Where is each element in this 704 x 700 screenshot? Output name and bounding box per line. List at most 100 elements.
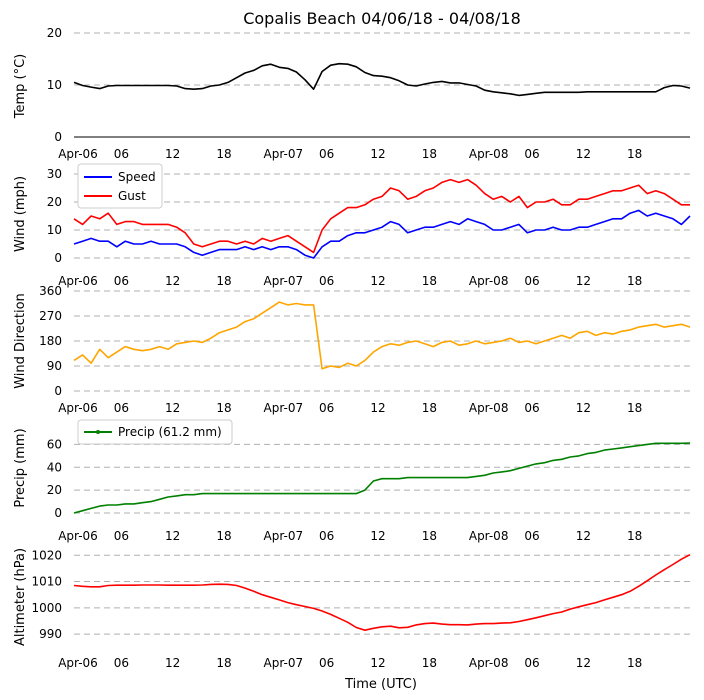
temp-x-tick-label: 06 — [114, 147, 129, 161]
temp-x-tick-label: Apr-07 — [264, 147, 304, 161]
wind-x-tick-label: 12 — [370, 274, 385, 288]
altimeter-x-tick-label: 06 — [524, 656, 539, 670]
wind-x-tick-label: Apr-08 — [469, 274, 509, 288]
altimeter-x-tick-label: Apr-08 — [469, 656, 509, 670]
precip-x-tick-label: 06 — [319, 529, 334, 543]
wind_direction-x-tick-label: 06 — [114, 401, 129, 415]
wind_direction-x-tick-label: Apr-07 — [264, 401, 304, 415]
temp-x-tick-label: 18 — [627, 147, 642, 161]
altimeter-series-altimeter-line — [73, 553, 691, 632]
temp-x-tick-label: 18 — [422, 147, 437, 161]
wind_direction-x-tick-label: 18 — [627, 401, 642, 415]
precip-y-tick-label: 60 — [47, 437, 62, 451]
temp-x-tick-label: Apr-06 — [58, 147, 98, 161]
wind-direction-panel: 0 90 180 270 360 Apr-06 06 12 18 Apr-07 06 12 18 Apr… — [13, 284, 691, 415]
precip-legend-marker — [96, 430, 100, 434]
altimeter-gridlines — [74, 554, 690, 635]
altimeter-x-tick-label: 12 — [576, 656, 591, 670]
precip-x-tick-label: Apr-06 — [58, 529, 98, 543]
precip-y-label: Precip (mm) — [13, 428, 28, 507]
wind_direction-x-tick-label: 18 — [216, 401, 231, 415]
altimeter-y-tick-label: 1000 — [31, 601, 62, 615]
precip-x-tick-label: 18 — [627, 529, 642, 543]
altimeter-y-label: Altimeter (hPa) — [13, 548, 28, 646]
precip-lines — [73, 442, 691, 514]
altimeter-x-ticks: Apr-06 06 12 18 Apr-07 06 12 18 Apr-08 06 12 18 — [58, 656, 642, 670]
wind_direction-x-tick-label: Apr-08 — [469, 401, 509, 415]
wind-x-tick-label: 12 — [576, 274, 591, 288]
altimeter-x-tick-label: Apr-07 — [264, 656, 304, 670]
wind-y-ticks: 0 10 20 30 — [47, 167, 62, 265]
temp-x-tick-label: 18 — [216, 147, 231, 161]
temp-y-tick-label: 0 — [54, 130, 62, 144]
precip-legend-label: Precip (61.2 mm) — [118, 425, 222, 439]
temp-x-tick-label: 06 — [319, 147, 334, 161]
x-axis-label: Time (UTC) — [344, 677, 417, 692]
wind_direction-y-tick-label: 180 — [39, 334, 62, 348]
wind_direction-y-tick-label: 0 — [54, 384, 62, 398]
precip-x-tick-label: 06 — [114, 529, 129, 543]
wind-x-tick-label: 18 — [627, 274, 642, 288]
altimeter-x-tick-label: 18 — [422, 656, 437, 670]
wind-legend: Speed Gust — [77, 163, 163, 209]
precip-x-tick-label: 12 — [370, 529, 385, 543]
precip-x-tick-label: Apr-07 — [264, 529, 304, 543]
temp-x-tick-label: 12 — [370, 147, 385, 161]
wind-x-ticks: Apr-06 06 12 18 Apr-07 06 12 18 Apr-08 06 12 18 — [58, 274, 642, 288]
temp-panel: 0 10 20 Apr-06 06 12 18 Apr-07 06 12 18 Apr-08 06 12… — [13, 26, 691, 161]
altimeter-x-tick-label: Apr-06 — [58, 656, 98, 670]
wind-gridlines — [74, 173, 690, 259]
precip-x-tick-label: 18 — [216, 529, 231, 543]
precip-x-ticks: Apr-06 06 12 18 Apr-07 06 12 18 Apr-08 06 12 18 — [58, 529, 642, 543]
altimeter-x-tick-label: 06 — [114, 656, 129, 670]
wind-direction-gridlines — [74, 290, 690, 392]
wind-series-gust-line — [73, 178, 690, 254]
altimeter-y-tick-label: 1020 — [31, 548, 62, 562]
precip-legend-box — [77, 419, 233, 445]
temp-y-tick-label: 20 — [47, 26, 62, 40]
wind-series-speed-line — [73, 209, 691, 259]
wind-x-tick-label: Apr-06 — [58, 274, 98, 288]
wind-x-tick-label: 06 — [524, 274, 539, 288]
precip-x-tick-label: 18 — [422, 529, 437, 543]
altimeter-x-tick-label: 06 — [319, 656, 334, 670]
altimeter-y-tick-label: 990 — [39, 627, 62, 641]
wind-legend-speed-label: Speed — [118, 170, 156, 184]
altimeter-x-tick-label: 12 — [165, 656, 180, 670]
precip-y-tick-label: 40 — [47, 460, 62, 474]
precip-x-tick-label: 12 — [576, 529, 591, 543]
wind-y-tick-label: 0 — [54, 251, 62, 265]
precip-y-ticks: 0 20 40 60 — [47, 437, 62, 520]
wind_direction-series-direction-line — [73, 301, 691, 370]
wind-direction-x-ticks: Apr-06 06 12 18 Apr-07 06 12 18 Apr-08 06 12 18 — [58, 401, 642, 415]
wind-x-tick-label: 12 — [165, 274, 180, 288]
temp-x-ticks: Apr-06 06 12 18 Apr-07 06 12 18 Apr-08 06 12 18 — [58, 147, 642, 161]
wind_direction-y-tick-label: 270 — [39, 309, 62, 323]
wind_direction-x-tick-label: Apr-06 — [58, 401, 98, 415]
temp-x-tick-label: Apr-08 — [469, 147, 509, 161]
wind_direction-x-tick-label: 18 — [422, 401, 437, 415]
altimeter-y-tick-label: 1010 — [31, 575, 62, 589]
wind_direction-y-tick-label: 90 — [47, 359, 62, 373]
temp-y-tick-label: 10 — [47, 78, 62, 92]
wind-y-tick-label: 30 — [47, 167, 62, 181]
wind-direction-lines — [73, 301, 691, 370]
altimeter-panel: 990 1000 1010 1020 Apr-06 06 12 18 Apr-07 06 12 18… — [13, 548, 691, 670]
wind_direction-x-tick-label: 12 — [576, 401, 591, 415]
wind-y-tick-label: 10 — [47, 223, 62, 237]
wind_direction-y-tick-label: 360 — [39, 284, 62, 298]
precip-x-tick-label: 06 — [524, 529, 539, 543]
wind_direction-x-tick-label: 12 — [370, 401, 385, 415]
wind-x-tick-label: 06 — [114, 274, 129, 288]
precip-x-tick-label: 12 — [165, 529, 180, 543]
wind_direction-x-tick-label: 06 — [319, 401, 334, 415]
temp-series-temp-line — [73, 62, 691, 97]
altimeter-x-tick-label: 18 — [627, 656, 642, 670]
wind-x-tick-label: 18 — [422, 274, 437, 288]
wind-y-label: Wind (mph) — [13, 176, 28, 252]
precip-y-tick-label: 20 — [47, 483, 62, 497]
temp-x-tick-label: 12 — [576, 147, 591, 161]
temp-lines — [73, 62, 691, 97]
wind-x-tick-label: 06 — [319, 274, 334, 288]
